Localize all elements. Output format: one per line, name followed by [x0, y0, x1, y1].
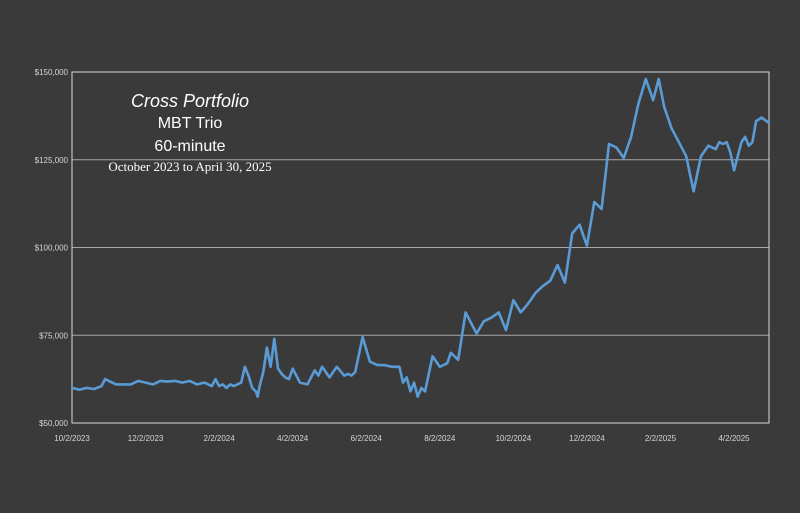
y-axis-tick-labels: $50,000 $75,000 $100,000 $125,000 $150,000	[35, 68, 69, 428]
plot-frame	[71, 71, 770, 424]
x-axis-tick-labels: 10/2/2023 12/2/2023 2/2/2024 4/2/2024 6/2/20…	[54, 434, 750, 443]
series-group	[70, 77, 771, 399]
x-tick-label: 8/2/2024	[424, 434, 456, 443]
x-tick-label: 10/2/2024	[496, 434, 532, 443]
y-tick-label: $100,000	[35, 244, 69, 253]
x-tick-label: 4/2/2024	[277, 434, 309, 443]
x-tick-label: 10/2/2023	[54, 434, 90, 443]
chart-subtitle-timeframe: 60-minute	[154, 138, 225, 155]
x-tick-label: 12/2/2023	[128, 434, 164, 443]
x-tick-label: 2/2/2024	[204, 434, 236, 443]
x-tick-label: 2/2/2025	[645, 434, 677, 443]
x-tick-label: 4/2/2025	[718, 434, 750, 443]
y-tick-label: $150,000	[35, 68, 69, 77]
chart-subtitle-date-range: October 2023 to April 30, 2025	[108, 159, 271, 174]
y-tick-label: $75,000	[39, 331, 68, 340]
gridlines	[72, 159, 769, 336]
chart-title: Cross Portfolio	[131, 91, 249, 111]
y-tick-label: $125,000	[35, 156, 69, 165]
x-tick-label: 6/2/2024	[351, 434, 383, 443]
equity-curve-line	[70, 77, 771, 399]
x-tick-label: 12/2/2024	[569, 434, 605, 443]
y-tick-label: $50,000	[39, 419, 68, 428]
chart-subtitle-strategy: MBT Trio	[158, 115, 223, 132]
